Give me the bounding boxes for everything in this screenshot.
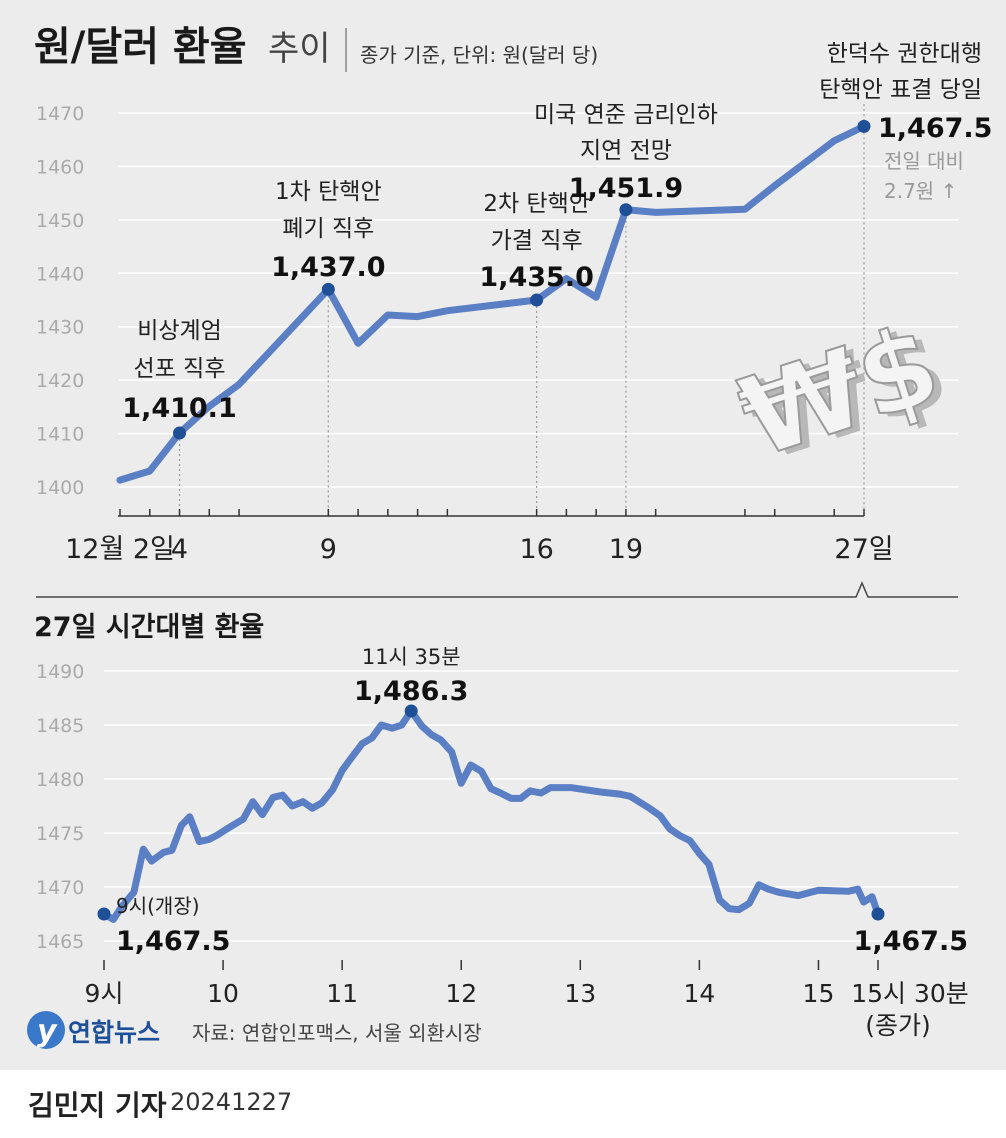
bottom-x-tick-label: 11: [326, 979, 358, 1008]
section-divider: [36, 581, 958, 598]
bottom-x-tick-label: 14: [683, 979, 715, 1008]
annotation-label: 2차 탄핵안: [483, 191, 590, 217]
change-note: 전일 대비: [884, 149, 964, 173]
bottom-y-tick-label: 1465: [36, 931, 84, 953]
annotation-label: 미국 연준 금리인하: [534, 102, 718, 128]
highlight-marker: [857, 119, 871, 133]
annotation-label: 선포 직후: [134, 356, 226, 382]
intraday-title: 27일 시간대별 환율: [34, 612, 264, 643]
source-note: 자료: 연합인포맥스, 서울 외환시장: [192, 1021, 482, 1045]
annotation-label: 11시 35분: [362, 645, 461, 669]
bottom-y-tick-label: 1470: [36, 877, 84, 899]
chart-title: 원/달러 환율: [34, 24, 247, 70]
chart-subtitle: 종가 기준, 단위: 원(달러 당): [360, 43, 598, 67]
top-x-tick-label: 16: [519, 534, 553, 565]
top-y-tick-label: 1400: [36, 477, 84, 499]
top-chart-markers: [173, 119, 871, 440]
annotation-label: 9시(개장): [116, 894, 200, 918]
chart-title-suffix: 추이: [268, 29, 331, 69]
top-y-tick-label: 1470: [36, 103, 84, 125]
annotation-value: 1,486.3: [354, 676, 468, 707]
bottom-series-line: [100, 707, 882, 923]
bottom-x-tick-label: 9시: [85, 979, 124, 1008]
annotation-label: 가결 직후: [491, 228, 583, 254]
top-y-tick-label: 1410: [36, 424, 84, 446]
bottom-chart-grid: [104, 670, 958, 942]
bottom-chart-markers: [97, 704, 885, 921]
top-y-tick-label: 1430: [36, 317, 84, 339]
annotation-value: 1,467.5: [854, 926, 968, 957]
highlight-marker: [321, 282, 335, 296]
highlight-marker: [173, 426, 187, 440]
highlight-marker: [404, 704, 418, 718]
top-chart-grid: [118, 112, 958, 488]
top-x-tick-label: 27일: [834, 534, 893, 565]
reporter-byline: 김민지 기자: [28, 1089, 167, 1122]
annotation-value: 1,435.0: [479, 262, 593, 293]
annotation-label: 지연 전망: [580, 138, 672, 164]
bottom-chart-x-axis: 9시 10 11 12 13 14 15 15시 30분 (종가): [85, 960, 969, 1040]
bottom-x-tick-label: 15: [803, 979, 835, 1008]
top-series-line: [116, 122, 868, 484]
change-note: 2.7원 ↑: [884, 179, 957, 203]
bottom-x-tick-label: 12: [445, 979, 477, 1008]
top-chart-guides: [178, 104, 865, 514]
top-chart-y-ticks: 1400 1410 1420 1430 1440 1450 1460 1470: [36, 103, 84, 499]
bottom-x-tick-label: 13: [564, 979, 596, 1008]
annotation-label: 비상계엄: [137, 318, 222, 344]
bottom-x-tick-label: 10: [207, 979, 239, 1008]
bottom-chart-y-ticks: 1465 1470 1475 1480 1485 1490: [36, 661, 84, 953]
top-y-tick-label: 1450: [36, 210, 84, 232]
footer: [0, 1070, 1006, 1138]
highlight-marker: [871, 907, 885, 921]
highlight-marker: [97, 907, 111, 921]
top-x-tick-label: 4: [171, 534, 188, 565]
bottom-y-tick-label: 1485: [36, 715, 84, 737]
annotation-value: 1,467.5: [116, 926, 230, 957]
chart-canvas: 원/달러 환율 추이 종가 기준, 단위: 원(달러 당) 1400141014…: [27, 24, 992, 1049]
top-y-tick-label: 1440: [36, 263, 84, 285]
yonhap-logo: y 연합뉴스: [27, 1011, 160, 1049]
annotation-value: 1,437.0: [271, 252, 385, 283]
annotation-label: 1차 탄핵안: [275, 179, 382, 205]
top-x-tick-label: 9: [320, 534, 337, 565]
bottom-y-tick-label: 1490: [36, 661, 84, 683]
bottom-chart-annotations: 9시(개장) 1,467.5 11시 35분 1,486.3 1,467.5: [116, 645, 968, 957]
annotation-label: 한덕수 권한대행: [827, 41, 982, 67]
annotation-value: 1,410.1: [122, 393, 236, 424]
highlight-marker: [530, 293, 544, 307]
bottom-x-tick-sublabel: (종가): [865, 1011, 931, 1040]
publish-date: 20241227: [170, 1088, 293, 1116]
top-y-tick-label: 1460: [36, 156, 84, 178]
top-x-tick-label: 12월 2일: [65, 534, 175, 565]
bottom-y-tick-label: 1475: [36, 823, 84, 845]
annotation-value: 1,467.5: [878, 113, 992, 144]
logo-text: 연합뉴스: [68, 1018, 160, 1047]
highlight-marker: [619, 203, 633, 217]
bottom-y-tick-label: 1480: [36, 769, 84, 791]
bottom-x-tick-label: 15시 30분: [851, 979, 969, 1008]
annotation-label: 탄핵안 표결 당일: [819, 77, 982, 103]
top-y-tick-label: 1420: [36, 370, 84, 392]
top-x-tick-label: 19: [609, 534, 643, 565]
annotation-label: 폐기 직후: [282, 216, 374, 242]
won-dollar-icon: ₩$ ₩$: [725, 299, 962, 486]
top-chart-x-axis: 12월 2일4 9 16 19 27일: [65, 509, 894, 565]
annotation-value: 1,451.9: [569, 173, 683, 204]
svg-text:y: y: [37, 1014, 58, 1049]
